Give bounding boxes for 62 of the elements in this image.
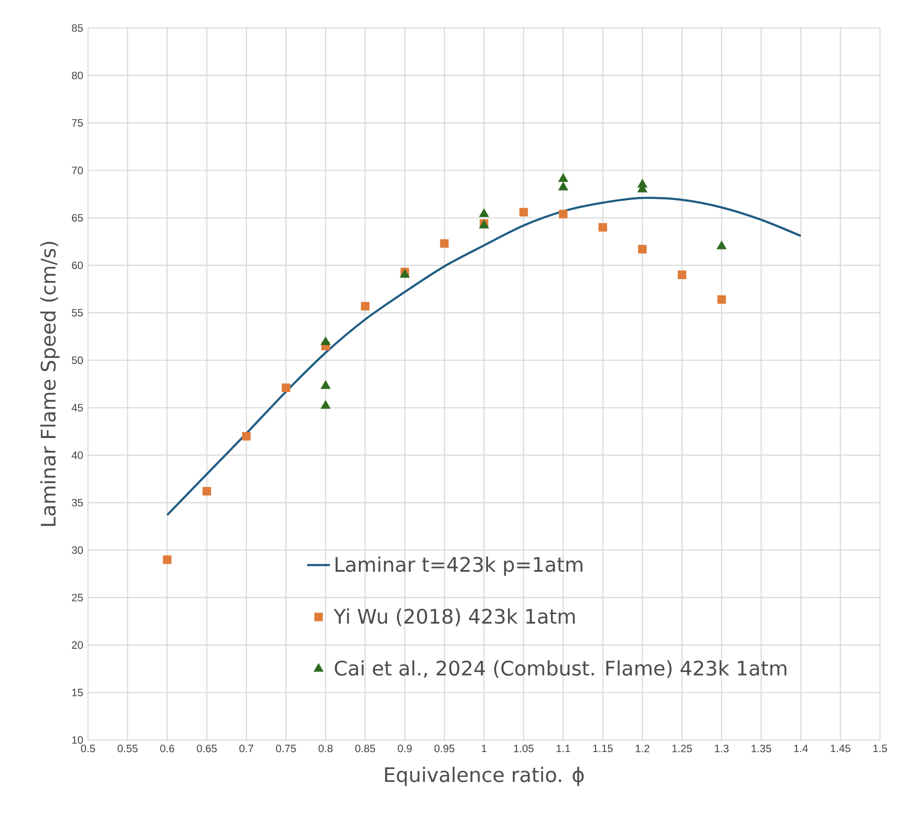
point: [717, 295, 726, 304]
point: [716, 240, 726, 250]
y-tick-label: 80: [72, 72, 83, 80]
y-tick-label: 20: [72, 641, 83, 649]
point: [678, 270, 686, 280]
y-tick-label: 30: [72, 546, 83, 554]
x-tick-label: 1: [482, 744, 486, 752]
x-tick-label: 1.4: [794, 744, 808, 752]
point: [638, 244, 647, 254]
y-tick-label: 10: [72, 736, 83, 744]
point: [598, 223, 608, 232]
x-tick-label: 1.45: [830, 744, 850, 752]
point: [440, 239, 449, 248]
legend-label: Cai et al., 2024 (Combust. Flame) 423k 1atm: [334, 660, 786, 678]
x-tick-label: 1.2: [636, 744, 650, 752]
x-tick-label: 0.6: [160, 744, 174, 752]
point: [360, 302, 370, 310]
legend-label: Yi Wu (2018) 423k 1atm: [334, 608, 575, 626]
x-tick-label: 0.7: [239, 744, 254, 752]
y-tick-label: 40: [72, 451, 83, 459]
y-tick-label: 75: [72, 119, 83, 127]
x-tick-label: 1.1: [556, 744, 570, 752]
y-tick-label: 15: [72, 688, 83, 696]
y-tick-label: 65: [72, 214, 83, 222]
point: [558, 182, 568, 190]
y-tick-label: 70: [72, 166, 83, 174]
y-tick-label: 50: [72, 356, 83, 364]
x-tick-label: 1.15: [593, 744, 613, 752]
y-tick-label: 60: [72, 262, 83, 270]
x-axis-title: Equivalence ratio. ϕ: [385, 766, 584, 786]
x-tick-label: 0.75: [276, 744, 296, 752]
x-tick-label: 1.3: [715, 744, 729, 752]
point: [479, 208, 489, 218]
y-tick-label: 35: [72, 498, 83, 506]
point: [320, 400, 330, 409]
point: [558, 210, 568, 218]
x-tick-label: 0.85: [355, 744, 376, 752]
point: [519, 208, 528, 216]
y-tick-label: 55: [72, 309, 83, 317]
x-tick-label: 1.05: [514, 744, 534, 752]
x-tick-label: 1.25: [672, 744, 692, 752]
legend-label: Laminar t=423k p=1atm: [336, 556, 582, 576]
point: [320, 380, 330, 389]
x-tick-label: 1.5: [873, 744, 887, 752]
x-tick-label: 1.35: [752, 744, 772, 752]
point: [320, 336, 330, 346]
x-tick-label: 0.8: [318, 744, 333, 752]
y-tick-label: 85: [72, 24, 83, 32]
point: [282, 384, 290, 392]
point: [558, 173, 568, 182]
point: [162, 555, 172, 564]
line-series: [166, 196, 802, 516]
x-tick-label: 0.5: [81, 744, 95, 752]
y-tick-label: 25: [72, 594, 83, 602]
y-axis-title: Laminar Flame Speed (cm/s): [40, 242, 60, 526]
x-tick-label: 0.65: [196, 744, 217, 752]
x-tick-label: 0.95: [434, 744, 454, 752]
y-tick-label: 45: [72, 404, 83, 412]
point: [242, 432, 251, 440]
x-tick-label: 0.9: [398, 744, 412, 752]
x-tick-label: 0.55: [118, 744, 138, 752]
point: [202, 487, 212, 496]
